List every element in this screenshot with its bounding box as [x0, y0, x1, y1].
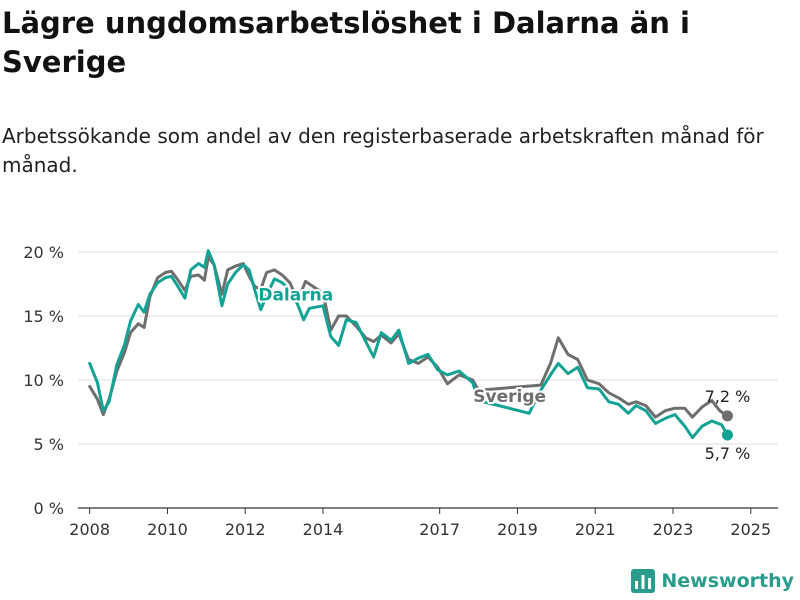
y-tick-label: 20 % [23, 243, 64, 262]
series-labels: Dalarna Sverige 7,2 % 5,7 % [256, 284, 751, 463]
y-axis-labels: 0 % 5 % 10 % 15 % 20 % [23, 243, 64, 518]
chart-title: Lägre ungdomsarbetslöshet i Dalarna än i… [2, 6, 690, 79]
series-lines [88, 249, 733, 441]
bar-chart-logo-icon [631, 569, 656, 593]
y-tick-label: 10 % [23, 371, 64, 390]
chart-subtitle: Arbetssökande som andel av den registerb… [2, 124, 764, 177]
series-label-dalarna: Dalarna [258, 286, 333, 306]
x-tick-label: 2017 [419, 520, 460, 539]
brand-name: Newsworthy [661, 570, 794, 592]
line-chart: 0 %5 %10 %15 %20 % 2008 2010 2012 2014 2017 2… [23, 243, 778, 539]
x-axis: 2008 2010 2012 2014 2017 2019 2021 2023 2025 [69, 508, 771, 539]
x-tick-label: 2010 [147, 520, 188, 539]
end-label-dalarna: 5,7 % [705, 444, 751, 463]
x-tick-label: 2025 [730, 520, 771, 539]
end-label-sverige: 7,2 % [705, 387, 751, 406]
x-tick-label: 2008 [69, 520, 110, 539]
x-tick-label: 2014 [303, 520, 344, 539]
series-line-sverige [88, 255, 729, 419]
x-tick-label: 2019 [497, 520, 538, 539]
series-line-dalarna [88, 249, 729, 440]
series-label-sverige: Sverige [473, 387, 546, 407]
x-tick-label: 2023 [653, 520, 694, 539]
y-tick-label: 0 % [34, 499, 64, 518]
y-tick-label: 15 % [23, 307, 64, 326]
brand-logo: Newsworthy [631, 569, 794, 593]
end-point-dalarna [721, 429, 733, 441]
end-point-sverige [721, 410, 733, 422]
gridlines [78, 251, 778, 509]
x-tick-label: 2012 [225, 520, 266, 539]
x-tick-label: 2021 [575, 520, 616, 539]
y-tick-label: 5 % [34, 435, 64, 454]
